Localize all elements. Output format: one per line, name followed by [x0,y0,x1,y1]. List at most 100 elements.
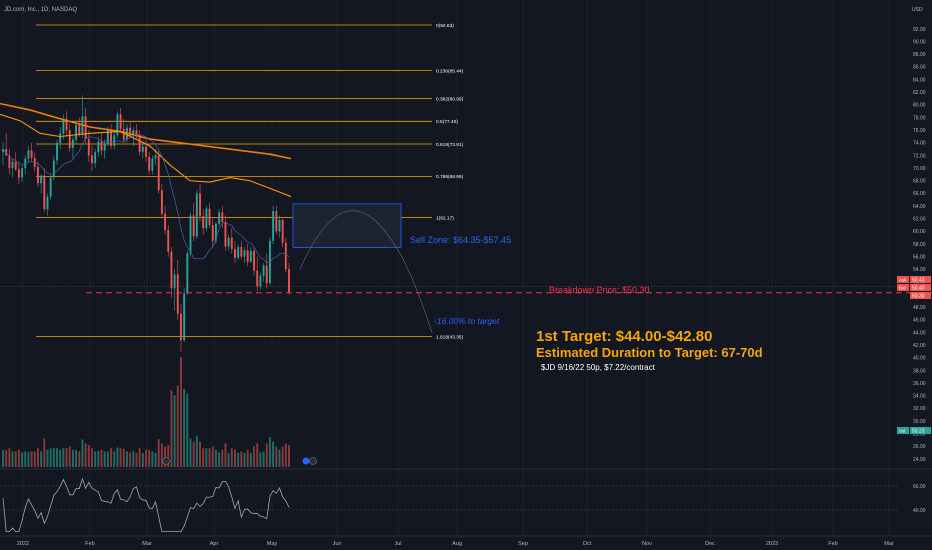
candle [135,123,138,140]
volume-bar [129,452,132,467]
volume-bar [180,357,182,467]
candle [78,117,81,137]
candle [243,247,246,263]
y-tick-label: 90.00 [913,39,926,45]
volume-bar [100,449,103,467]
candle [100,133,103,156]
volume-bar [259,452,262,467]
x-tick-label: Jul [394,541,401,547]
candle [218,209,221,227]
candle [202,209,205,235]
x-tick-label: Sep [518,541,528,547]
candle [103,139,106,159]
x-tick-label: Mar [142,541,152,547]
y-tick-label: 40.00 [913,356,926,362]
candle [164,206,167,235]
candle [186,250,189,295]
candle [284,237,287,273]
volume-bar [145,449,147,467]
volume-bar [281,446,284,467]
volume-bar [195,436,198,467]
svg-text:50.30: 50.30 [912,294,925,300]
y-tick-label: 48.00 [913,305,926,311]
x-tick-label: May [267,541,278,547]
rsi-tick-label: 60.00 [913,484,926,490]
volume-bar [132,451,135,467]
y-tick-label: 42.00 [913,343,926,349]
y-tick-label: 88.00 [913,52,926,58]
volume-bar [65,448,68,467]
volume-bar [110,448,112,467]
volume-bar [176,385,179,467]
volume-bar [148,449,151,467]
volume-bar [227,453,230,467]
y-tick-label: 38.00 [913,368,926,374]
candle [2,142,4,165]
volume-bar [68,446,71,467]
candle [46,193,49,216]
svg-text:Bid: Bid [899,286,906,291]
contract-label: $JD 9/16/22 50p, $7.22/contract [541,363,656,372]
ma-long-line [0,102,292,160]
y-tick-label: 46.00 [913,318,926,324]
time-axis[interactable]: 2022 Feb Mar Apr May Jun Jul Aug Sep Oct Nov Dec 202… [0,468,932,547]
x-tick-label: Oct [583,541,592,547]
x-tick-label: Nov [642,541,652,547]
y-tick-label: 76.00 [913,128,926,134]
candle [71,136,74,159]
volume-bar [199,441,201,467]
candle [262,262,265,282]
volume-bar [167,445,170,467]
candle [52,155,55,181]
candle [30,142,33,162]
candle [94,149,97,169]
candle [230,228,233,254]
svg-text:50.23: 50.23 [912,429,925,435]
candle [237,244,240,260]
volume-bar [84,443,87,467]
volume-bar [211,446,214,467]
candle [272,206,275,244]
projected-path [299,210,433,333]
volume-bar [59,449,62,467]
volume-bar [272,441,275,467]
symbol-title: JD.com, Inc., 1D, NASDAQ [4,7,77,13]
volume-bar [116,447,119,467]
x-tick-label: Jun [333,541,342,547]
svg-text:50.43: 50.43 [912,278,925,284]
volume-bar [135,453,138,467]
volume-bar [141,453,144,467]
candle [91,145,93,172]
candle [148,152,151,175]
volume-bar [122,448,125,467]
fib-level-label: 0.786(68.69) [436,174,464,180]
volume-bar [224,443,227,467]
svg-text:50.40: 50.40 [912,286,925,292]
y-tick-label: 66.00 [913,191,926,197]
candle [132,127,135,146]
volume-bar [243,453,246,467]
fib-level-label: 0.382(80.99) [436,96,464,102]
earnings-marker-icon [162,457,170,465]
volume-bar [154,453,157,467]
candle [208,202,211,229]
event-markers[interactable] [162,457,317,465]
dividend-marker-icon [302,457,310,465]
volume-bar [75,449,78,467]
y-tick-label: 92.00 [913,27,926,33]
volume-bar [87,445,90,467]
last-price-badge: 50.30 [910,292,931,300]
volume-bar [183,388,186,467]
price-axis[interactable]: 92.00 90.00 88.00 86.00 84.00 82.00 80.00 78.00… [913,27,926,463]
volume-bar [214,449,217,467]
volume-bar [221,449,224,467]
candle [180,304,182,352]
volume-bar [288,445,290,467]
rsi-pane: 60.00 40.00 [0,477,926,532]
candle [234,240,236,263]
candle [281,218,284,248]
x-tick-label: Feb [828,541,837,547]
candle [14,152,17,172]
